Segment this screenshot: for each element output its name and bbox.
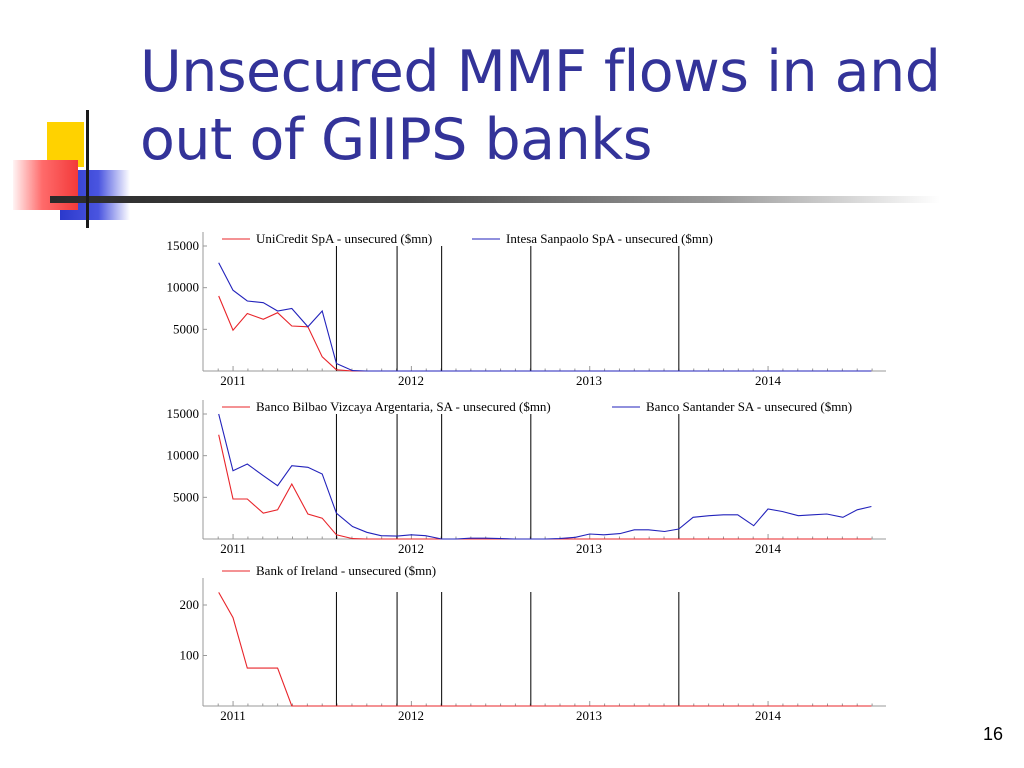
chart-panel-2: 5000 10000 15000 2011 2012 2013 2014 Banco Bilb…	[167, 399, 886, 556]
y-tick-label: 5000	[173, 321, 199, 336]
series-line-1	[218, 592, 872, 707]
x-tick-label: 2012	[398, 708, 424, 723]
x-tick-label: 2014	[755, 708, 782, 723]
legend-label: Bank of Ireland - unsecured ($mn)	[256, 563, 436, 578]
y-tick-label: 15000	[167, 406, 200, 421]
series-line-2	[218, 413, 872, 540]
slide-title: Unsecured MMF flows in and out of GIIPS …	[140, 39, 941, 173]
legend-label: UniCredit SpA - unsecured ($mn)	[256, 231, 432, 246]
x-tick-label: 2013	[576, 708, 602, 723]
decor-horizontal-rule	[50, 196, 940, 203]
y-tick-label: 15000	[167, 238, 200, 253]
x-tick-label: 2013	[576, 373, 602, 388]
x-tick-label: 2014	[755, 373, 782, 388]
y-tick-label: 100	[180, 648, 200, 663]
page-number: 16	[982, 724, 1003, 744]
y-tick-label: 10000	[167, 280, 200, 295]
x-tick-label: 2012	[398, 373, 424, 388]
chart-panel-1: 5000 10000 15000 2011 2012 2013 2014 UniCredit …	[167, 231, 886, 388]
x-tick-label: 2011	[220, 708, 246, 723]
y-tick-label: 10000	[167, 448, 200, 463]
x-tick-label: 2011	[220, 373, 246, 388]
x-tick-label: 2014	[755, 541, 782, 556]
y-tick-label: 5000	[173, 489, 199, 504]
x-tick-label: 2013	[576, 541, 602, 556]
legend-label: Intesa Sanpaolo SpA - unsecured ($mn)	[506, 231, 713, 246]
series-line-2	[218, 262, 872, 372]
legend-label: Banco Bilbao Vizcaya Argentaria, SA - un…	[256, 399, 551, 414]
series-line-1	[218, 295, 872, 372]
decor-yellow-square	[47, 122, 84, 167]
y-tick-label: 200	[180, 597, 200, 612]
legend-label: Banco Santander SA - unsecured ($mn)	[646, 399, 852, 414]
series-line-1	[218, 434, 872, 540]
x-tick-label: 2011	[220, 541, 246, 556]
chart-panel-3: 100 200 2011 2012 2013 2014 Bank of Ireland - …	[180, 563, 886, 723]
decor-vertical-rule	[86, 110, 89, 228]
x-tick-label: 2012	[398, 541, 424, 556]
